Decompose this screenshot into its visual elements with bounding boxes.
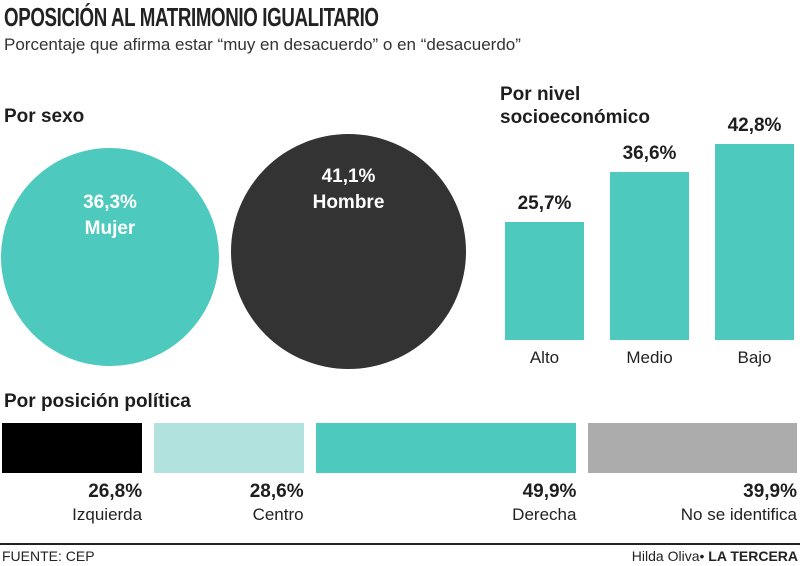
author-name: Hilda Oliva <box>631 548 700 564</box>
political-bar <box>315 423 577 473</box>
political-bar <box>154 423 304 473</box>
ses-value-label: 25,7% <box>517 193 572 215</box>
ses-category-label: Alto <box>529 348 560 367</box>
ses-section-title-line1: Por nivel <box>500 84 581 105</box>
circle-mujer-label: Mujer <box>84 218 136 239</box>
ses-bar-bajo <box>715 144 794 340</box>
political-category-label: Centro <box>252 505 304 524</box>
footer-divider <box>0 543 800 545</box>
ses-value-label: 42,8% <box>727 115 782 136</box>
circle-hombre-label: Hombre <box>312 192 385 213</box>
ses-bar-medio <box>610 172 689 340</box>
chart-title: OPOSICIÓN AL MATRIMONIO IGUALITARIO <box>4 2 379 32</box>
circle-mujer-value: 36,3% <box>83 192 137 213</box>
chart-subtitle: Porcentaje que afirma estar “muy en desa… <box>4 35 521 54</box>
political-category-label: Izquierda <box>72 505 143 524</box>
credit: Hilda Oliva• LA TERCERA <box>632 548 798 564</box>
political-bar <box>588 423 797 473</box>
political-category-label: No se identifica <box>680 505 797 524</box>
political-value-label: 49,9% <box>522 481 577 502</box>
political-value-label: 26,8% <box>88 481 143 502</box>
circle-hombre: 41,1% Hombre <box>231 134 466 369</box>
ses-category-label: Bajo <box>737 348 772 367</box>
political-section-title: Por posición política <box>4 391 191 412</box>
ses-section-title-line2: socioeconómico <box>500 107 650 128</box>
ses-category-label: Medio <box>626 348 673 367</box>
ses-value-label: 36,6% <box>622 143 677 165</box>
political-bar <box>2 423 143 473</box>
political-category-label: Derecha <box>512 505 577 524</box>
circle-mujer: 36,3% Mujer <box>1 148 219 366</box>
ses-bar-alto <box>505 222 584 340</box>
credit-separator: • <box>699 548 705 564</box>
brand-name: LA TERCERA <box>708 548 798 564</box>
political-value-label: 39,9% <box>743 481 797 502</box>
political-value-label: 28,6% <box>249 481 304 502</box>
sex-section-title: Por sexo <box>4 106 85 127</box>
source-label: FUENTE: CEP <box>2 548 95 564</box>
circle-hombre-value: 41,1% <box>321 166 376 187</box>
